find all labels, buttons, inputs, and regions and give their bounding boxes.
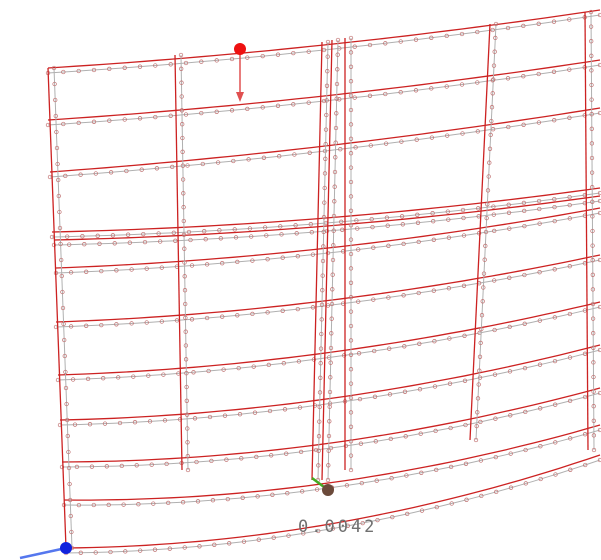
wireframe-mesh xyxy=(46,10,601,555)
mesh-gray-line xyxy=(48,15,600,73)
page: 0.0042 (() => { const data = JSON.parse(… xyxy=(0,0,601,560)
mesh-edge xyxy=(175,55,182,470)
red-handle xyxy=(234,43,246,55)
mesh-gray-line xyxy=(62,393,600,467)
mesh-edge xyxy=(312,42,322,480)
blue-axis xyxy=(20,548,66,558)
cad-viewport: 0.0042 xyxy=(0,0,601,560)
mesh-edge xyxy=(52,188,600,232)
mesh-edge xyxy=(62,388,600,462)
mesh-edge xyxy=(56,255,600,322)
mesh-edge xyxy=(48,60,600,120)
mesh-gray-line xyxy=(328,40,338,480)
mesh-gray-line xyxy=(181,55,188,470)
measurement-label: 0.0042 xyxy=(298,517,377,537)
brown-handle xyxy=(322,484,334,496)
mesh-gray-line xyxy=(56,260,600,327)
mesh-gray-line xyxy=(66,460,600,553)
mesh-gray-line xyxy=(48,65,600,125)
mesh-edge xyxy=(48,10,600,68)
blue-handle xyxy=(60,542,72,554)
normal-arrow-head xyxy=(236,92,244,102)
mesh-gray-line xyxy=(52,193,600,237)
mesh-edge xyxy=(585,12,588,450)
mesh-gray-line xyxy=(591,12,594,450)
